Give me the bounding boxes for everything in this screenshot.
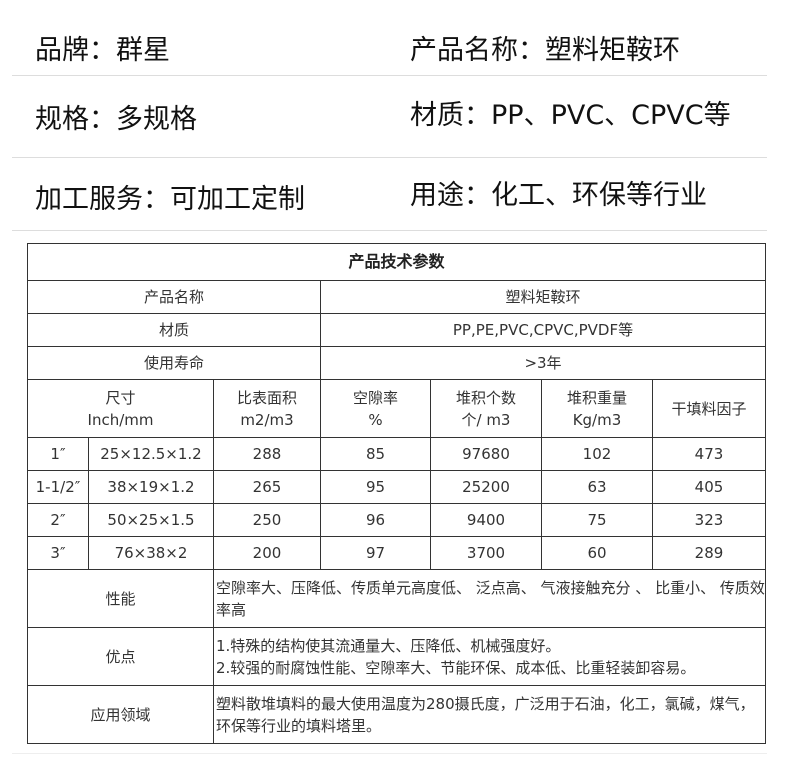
product-name-info: 产品名称：塑料矩鞍环 [410,35,680,66]
row-value: 1.特殊的结构使其流通量大、压降低、机械强度好。 2.较强的耐腐蚀性能、空隙率大、… [213,627,766,686]
table-cell: 60 [541,536,653,570]
header-unit: % [368,410,383,429]
divider [12,230,767,231]
note-line: 空隙率大、压降低、传质单元高度低、 泛点高、 气液接触充分 、 比重小、 传质效… [216,578,765,619]
table-cell: 1-1/2″ [27,470,89,504]
table-cell: 95 [320,470,431,504]
table-header-row: 尺寸 Inch/mm 比表面积 m2/m3 空隙率% 堆积个数 个/ m3 堆积重量 Kg/m3… [27,379,766,438]
column-header: 比表面积 m2/m3 [213,379,321,438]
table-row: 应用领域 塑料散堆填料的最大使用温度为280摄氏度，广泛用于石油，化工，氯碱，煤气… [27,685,766,744]
row-value: 塑料矩鞍环 [320,280,766,314]
column-header: 干填料因子 [652,379,766,438]
row-value: 空隙率大、压降低、传质单元高度低、 泛点高、 气液接触充分 、 比重小、 传质效… [213,569,766,628]
table-cell: 50×25×1.5 [88,503,214,537]
table-row: 3″ 76×38×2 200 97 3700 60 289 [27,536,766,570]
row-value: PP,PE,PVC,CPVC,PVDF等 [320,313,766,347]
table-cell: 85 [320,437,431,471]
table-cell: 76×38×2 [88,536,214,570]
row-label: 产品名称 [27,280,321,314]
table-cell: 3″ [27,536,89,570]
table-row: 使用寿命 >3年 [27,346,766,380]
spec-table: 产品技术参数 产品名称 塑料矩鞍环 材质 PP,PE,PVC,CPVC,PVDF等 使用… [27,243,766,744]
divider [12,157,767,158]
table-cell: 25×12.5×1.2 [88,437,214,471]
row-label: 优点 [27,627,214,686]
table-cell: 2″ [27,503,89,537]
row-label: 性能 [27,569,214,628]
table-cell: 75 [541,503,653,537]
table-cell: 63 [541,470,653,504]
table-cell: 25200 [430,470,542,504]
table-cell: 9400 [430,503,542,537]
header-name: 堆积重量 [566,388,627,407]
table-cell: 102 [541,437,653,471]
table-row: 产品名称 塑料矩鞍环 [27,280,766,314]
divider [12,75,767,76]
header-name: 干填料因子 [671,399,747,418]
table-cell: 200 [213,536,321,570]
header-unit: Kg/m3 [572,410,622,429]
table-cell: 97680 [430,437,542,471]
row-label: 材质 [27,313,321,347]
header-name: 尺寸 [105,388,136,407]
table-row: 材质 PP,PE,PVC,CPVC,PVDF等 [27,313,766,347]
table-cell: 1″ [27,437,89,471]
table-row: 优点 1.特殊的结构使其流通量大、压降低、机械强度好。 2.较强的耐腐蚀性能、空隙率… [27,627,766,686]
column-header: 堆积重量 Kg/m3 [541,379,653,438]
column-header: 堆积个数个/ m3 [430,379,542,438]
processing-info: 加工服务：可加工定制 [35,184,305,215]
table-row: 1-1/2″ 38×19×1.2 265 95 25200 63 405 [27,470,766,504]
header-unit: 个/ m3 [461,410,511,429]
table-cell: 38×19×1.2 [88,470,214,504]
table-cell: 97 [320,536,431,570]
table-row: 1″ 25×12.5×1.2 288 85 97680 102 473 [27,437,766,471]
usage-info: 用途：化工、环保等行业 [410,180,707,211]
table-cell: 323 [652,503,766,537]
note-line: 塑料散堆填料的最大使用温度为280摄氏度，广泛用于石油，化工，氯碱，煤气，环保等… [216,694,755,735]
material-info: 材质：PP、PVC、CPVC等 [410,100,731,131]
header-name: 比表面积 [236,388,297,407]
table-row: 性能 空隙率大、压降低、传质单元高度低、 泛点高、 气液接触充分 、 比重小、 传… [27,569,766,628]
brand-info: 品牌：群星 [35,35,170,66]
spec-info: 规格：多规格 [35,104,197,135]
row-value: 塑料散堆填料的最大使用温度为280摄氏度，广泛用于石油，化工，氯碱，煤气，环保等… [213,685,766,744]
header-name: 空隙率 [352,388,398,407]
header-unit: Inch/mm [87,410,154,429]
table-cell: 250 [213,503,321,537]
table-cell: 289 [652,536,766,570]
row-label: 应用领域 [27,685,214,744]
column-header: 空隙率% [320,379,431,438]
table-cell: 96 [320,503,431,537]
row-value: >3年 [320,346,766,380]
note-line: 1.特殊的结构使其流通量大、压降低、机械强度好。 [216,636,561,655]
table-row: 2″ 50×25×1.5 250 96 9400 75 323 [27,503,766,537]
note-line: 2.较强的耐腐蚀性能、空隙率大、节能环保、成本低、比重轻装卸容易。 [216,658,696,677]
header-unit: m2/m3 [240,410,294,429]
table-cell: 3700 [430,536,542,570]
header-name: 堆积个数 [455,388,516,407]
table-title: 产品技术参数 [27,243,766,281]
table-cell: 288 [213,437,321,471]
table-cell: 265 [213,470,321,504]
column-header: 尺寸 Inch/mm [27,379,214,438]
row-label: 使用寿命 [27,346,321,380]
divider [12,753,767,754]
table-cell: 473 [652,437,766,471]
table-cell: 405 [652,470,766,504]
